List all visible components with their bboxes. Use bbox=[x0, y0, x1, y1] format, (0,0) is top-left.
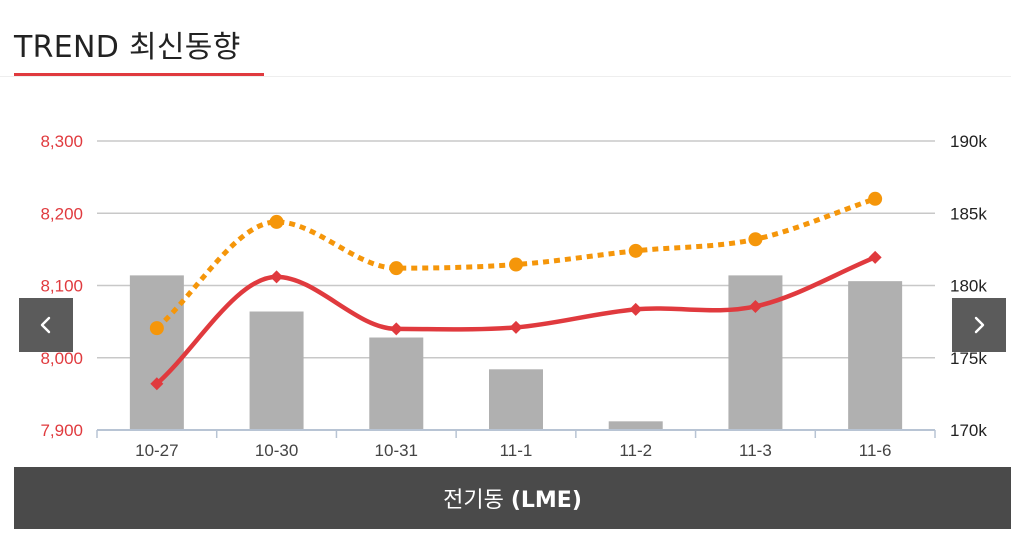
diamond-marker bbox=[748, 299, 762, 313]
commodity-label: 전기동 (LME) bbox=[443, 482, 582, 514]
chevron-right-icon bbox=[974, 316, 985, 334]
bar bbox=[129, 275, 184, 430]
commodity-market: (LME) bbox=[510, 488, 582, 513]
page-title: TREND 최신동향 bbox=[14, 30, 241, 65]
bar bbox=[728, 275, 783, 430]
x-axis-tick-label: 11-6 bbox=[859, 441, 892, 460]
circle-marker bbox=[389, 261, 404, 276]
circle-marker bbox=[269, 214, 284, 229]
bar bbox=[608, 421, 663, 430]
diamond-marker bbox=[868, 250, 882, 264]
bar bbox=[249, 311, 304, 430]
x-axis-tick-label: 11-3 bbox=[739, 441, 772, 460]
left-axis-tick-label: 8,300 bbox=[40, 132, 83, 151]
bar bbox=[489, 369, 543, 430]
left-axis-tick-label: 8,000 bbox=[40, 349, 83, 368]
x-axis-tick-label: 11-1 bbox=[500, 441, 533, 460]
diamond-marker bbox=[389, 322, 403, 336]
right-axis-tick-label: 170k bbox=[950, 421, 987, 440]
x-axis-tick-label: 10-31 bbox=[375, 441, 418, 460]
chart-next-button[interactable] bbox=[952, 298, 1006, 352]
right-axis-tick-label: 175k bbox=[950, 349, 987, 368]
title-underline bbox=[14, 73, 264, 76]
diamond-marker bbox=[270, 270, 284, 284]
circle-marker bbox=[149, 321, 164, 336]
right-axis-tick-label: 180k bbox=[950, 277, 987, 296]
x-axis-tick-label: 11-2 bbox=[619, 441, 652, 460]
circle-marker bbox=[748, 232, 763, 247]
x-axis-tick-label: 10-27 bbox=[135, 441, 178, 460]
trend-chart: 7,900 170k 8,000 175k 8,100 180k 8,200 185k 8,30… bbox=[40, 132, 987, 460]
diamond-marker bbox=[509, 320, 523, 334]
bar bbox=[369, 337, 424, 430]
chart-prev-button[interactable] bbox=[19, 298, 73, 352]
left-axis-tick-label: 7,900 bbox=[40, 421, 83, 440]
left-axis-tick-label: 8,200 bbox=[40, 204, 83, 223]
axes: 7,900 170k 8,000 175k 8,100 180k 8,200 185k 8,30… bbox=[40, 132, 987, 460]
chevron-left-icon bbox=[40, 316, 51, 334]
bar bbox=[848, 281, 903, 430]
right-axis-tick-label: 190k bbox=[950, 132, 987, 151]
diamond-marker bbox=[629, 302, 643, 316]
left-axis-tick-label: 8,100 bbox=[40, 277, 83, 296]
circle-marker bbox=[509, 257, 523, 272]
commodity-label-bar[interactable]: 전기동 (LME) bbox=[14, 467, 1011, 529]
x-axis-tick-label: 10-30 bbox=[255, 441, 298, 460]
circle-marker bbox=[628, 243, 643, 258]
grid-lines bbox=[97, 140, 935, 359]
right-axis-tick-label: 185k bbox=[950, 204, 987, 223]
diamond-marker bbox=[150, 377, 164, 391]
line-markers bbox=[149, 191, 883, 391]
page-header: TREND 최신동향 bbox=[0, 0, 1011, 77]
circle-marker bbox=[868, 191, 883, 206]
commodity-name: 전기동 bbox=[443, 488, 504, 513]
